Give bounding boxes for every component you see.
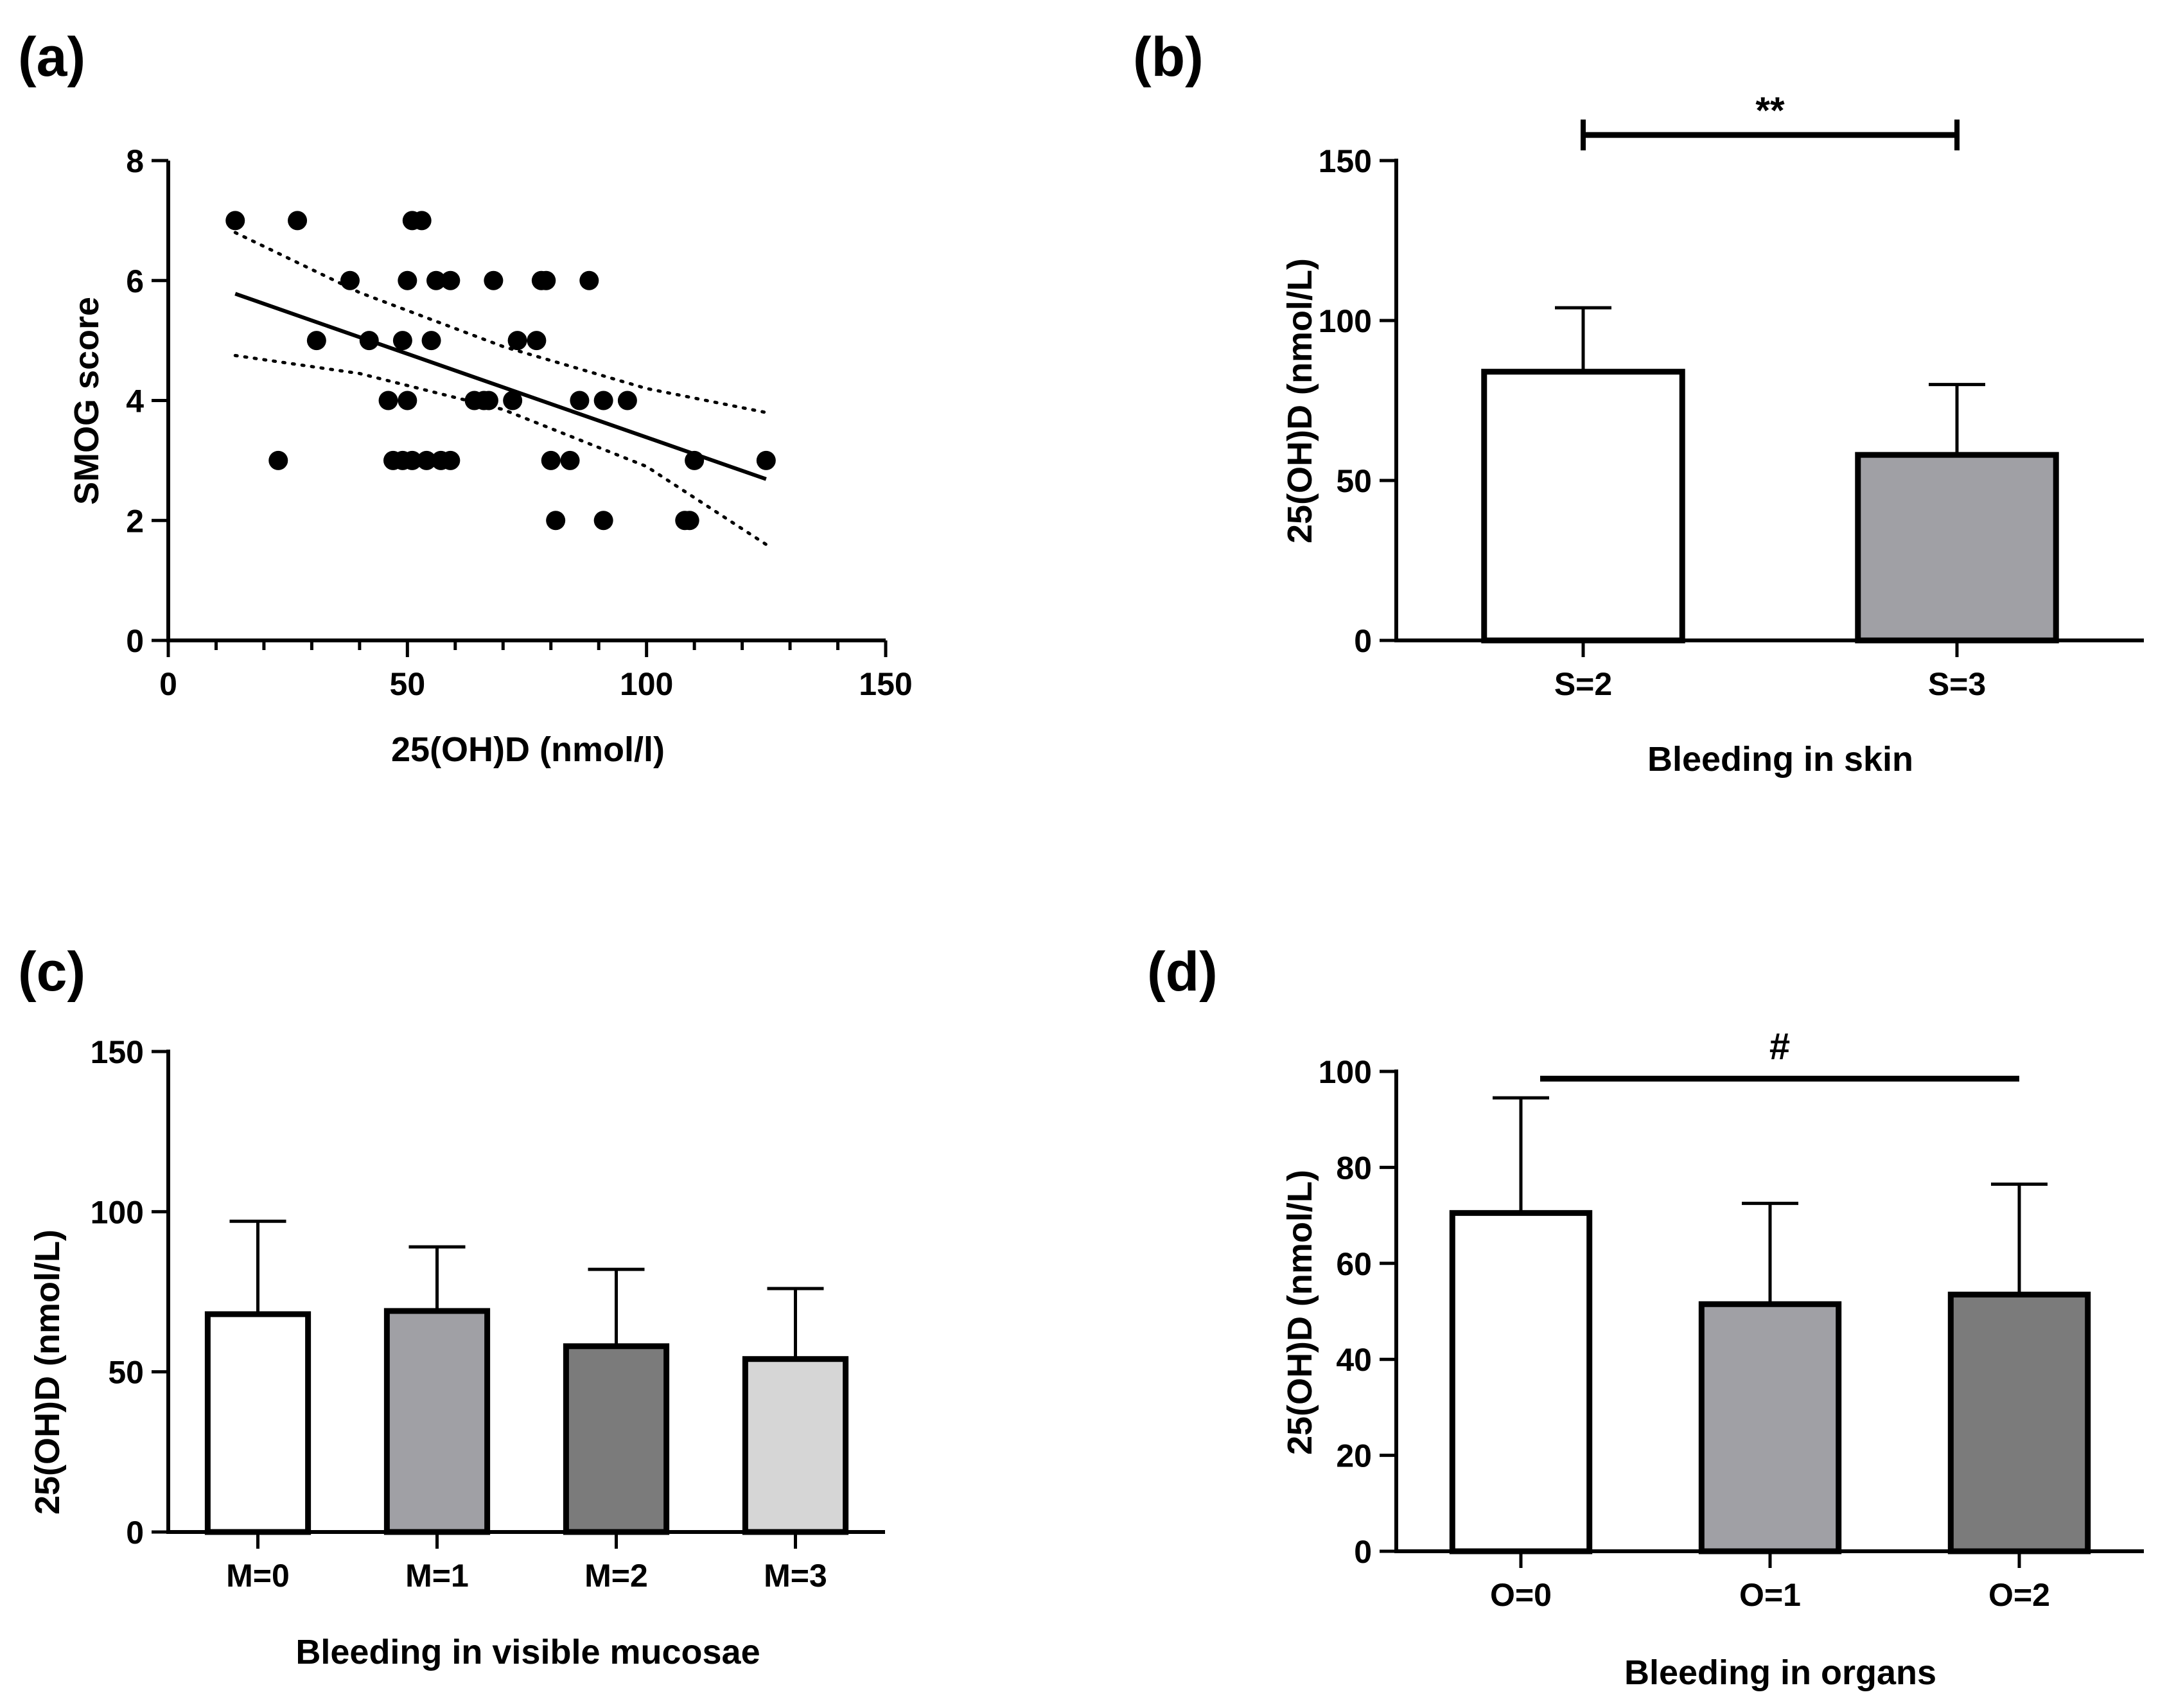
y-tick-label-c: 150: [91, 1034, 144, 1070]
data-point-a: [340, 270, 360, 290]
data-point-a: [680, 511, 699, 531]
data-point-a: [478, 391, 498, 410]
data-point-a: [507, 331, 527, 351]
data-point-a: [484, 270, 504, 290]
bar-d: [1449, 1210, 1593, 1554]
data-point-a: [560, 450, 580, 470]
x-axis-label-d: Bleeding in organs: [1624, 1653, 1936, 1692]
data-point-a: [268, 450, 288, 470]
y-tick-label-c: 0: [126, 1515, 144, 1551]
x-tick-label-b: S=2: [1554, 666, 1612, 702]
ci-lower-line-a: [233, 353, 768, 547]
data-point-a: [570, 391, 590, 410]
y-tick-label-a: 2: [126, 503, 144, 539]
data-point-a: [441, 270, 461, 290]
data-point-a: [288, 211, 308, 231]
y-axis-label-b: 25(OH)D (nmol/L): [1281, 258, 1319, 543]
y-tick-label-a: 0: [126, 623, 144, 659]
y-tick-label-b: 50: [1336, 463, 1372, 499]
data-point-a: [441, 450, 461, 470]
y-axis-label-c: 25(OH)D (nmol/L): [28, 1229, 67, 1515]
panel-label-b: (b): [1133, 26, 1204, 88]
y-tick-label-a: 4: [126, 383, 144, 419]
bar-c: [742, 1356, 849, 1535]
bar-chart-b: 0 50 100 150 S=2 S=3 **: [1319, 90, 2144, 702]
y-tick-label-d: 60: [1336, 1246, 1372, 1282]
y-tick-label-d: 40: [1336, 1342, 1372, 1378]
x-tick-label-b: S=3: [1928, 666, 1986, 702]
bar-b: [1481, 369, 1685, 644]
y-tick-label-d: 20: [1336, 1438, 1372, 1474]
bar-chart-c: 0 50 100 150 M=0 M=1 M=2 M=3: [91, 1034, 885, 1594]
significance-label-d: #: [1769, 1026, 1790, 1068]
data-point-a: [306, 331, 326, 351]
y-tick-label-b: 0: [1354, 623, 1372, 659]
y-tick-label-a: 8: [126, 143, 144, 179]
scatter-chart-a: 0 50 100 150 0 2 4 6 8: [126, 143, 913, 702]
bar-b: [1855, 452, 2059, 644]
bar-chart-d: 0 20 40 60 80 100 O=0 O=1 O=2 #: [1319, 1026, 2144, 1613]
y-tick-label-d: 100: [1319, 1054, 1372, 1090]
ci-upper-line-a: [233, 231, 768, 414]
y-tick-label-b: 150: [1319, 143, 1372, 179]
x-tick-label-d: O=0: [1490, 1577, 1552, 1613]
x-tick-label-a: 100: [620, 666, 673, 702]
data-point-a: [536, 270, 556, 290]
data-point-a: [541, 450, 561, 470]
data-point-a: [359, 331, 379, 351]
y-tick-label-a: 6: [126, 263, 144, 299]
x-axis-label-c: Bleeding in visible mucosae: [295, 1633, 760, 1671]
significance-label-b: **: [1755, 90, 1785, 132]
data-point-a: [392, 331, 412, 351]
data-point-a: [378, 391, 398, 410]
bar-c: [563, 1343, 670, 1535]
y-tick-label-c: 50: [108, 1355, 144, 1391]
data-point-a: [426, 270, 446, 290]
bar-c: [383, 1308, 491, 1535]
x-tick-label-d: O=2: [1988, 1577, 2050, 1613]
x-tick-label-d: O=1: [1739, 1577, 1801, 1613]
data-point-a: [756, 450, 776, 470]
data-point-a: [685, 450, 705, 470]
data-point-a: [503, 391, 523, 410]
data-point-a: [402, 450, 422, 470]
regression-line-a: [234, 292, 767, 481]
data-point-a: [412, 211, 432, 231]
bar-c: [204, 1311, 311, 1535]
data-point-a: [593, 511, 613, 531]
x-tick-label-c: M=1: [405, 1558, 469, 1594]
panel-label-d: (d): [1147, 941, 1218, 1003]
data-point-a: [421, 331, 441, 351]
y-axis-label-d: 25(OH)D (nmol/L): [1281, 1170, 1319, 1455]
data-point-a: [546, 511, 566, 531]
x-tick-label-a: 0: [159, 666, 177, 702]
x-tick-label-a: 50: [390, 666, 426, 702]
panel-label-c: (c): [18, 941, 85, 1003]
y-tick-label-d: 0: [1354, 1534, 1372, 1570]
data-point-a: [617, 391, 637, 410]
y-axis-label-a: SMOG score: [67, 297, 106, 505]
data-point-a: [593, 391, 613, 410]
data-point-a: [417, 450, 437, 470]
bar-d: [1947, 1291, 2091, 1554]
y-tick-label-d: 80: [1336, 1150, 1372, 1186]
panel-label-a: (a): [18, 26, 85, 88]
data-point-a: [579, 270, 599, 290]
x-tick-label-c: M=3: [764, 1558, 827, 1594]
y-tick-label-b: 100: [1319, 303, 1372, 339]
data-point-a: [527, 331, 547, 351]
x-tick-label-c: M=2: [584, 1558, 648, 1594]
x-tick-label-c: M=0: [226, 1558, 290, 1594]
bar-d: [1698, 1301, 1842, 1554]
y-tick-label-c: 100: [91, 1194, 144, 1230]
x-axis-label-b: Bleeding in skin: [1647, 740, 1913, 779]
data-point-a: [398, 391, 417, 410]
data-point-a: [225, 211, 245, 231]
data-point-a: [398, 270, 417, 290]
x-tick-label-a: 150: [859, 666, 912, 702]
x-axis-label-a: 25(OH)D (nmol/l): [391, 730, 665, 769]
